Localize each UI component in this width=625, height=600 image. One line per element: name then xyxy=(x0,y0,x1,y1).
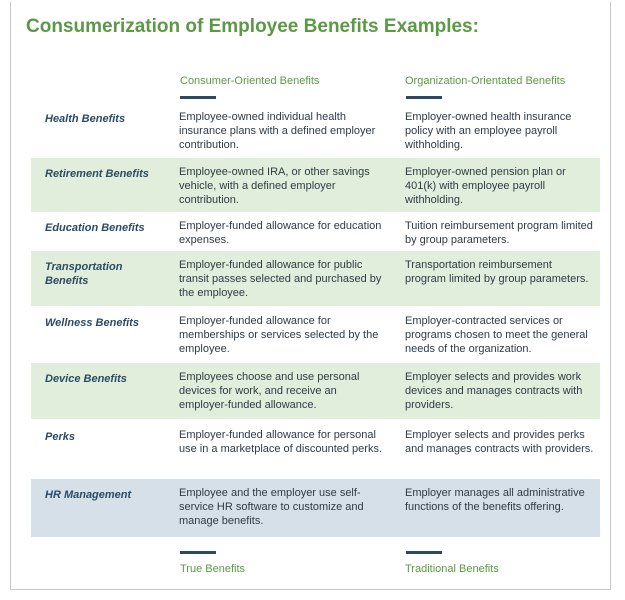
row-category: Device Benefits xyxy=(45,373,127,385)
row-category: Transportation Benefits xyxy=(45,261,123,287)
footer-label-consumer: True Benefits xyxy=(180,563,246,575)
consumer-benefit-cell: Employee-owned IRA, or other savings veh… xyxy=(179,166,370,206)
consumer-benefit-cell: Employer-funded allowance for education … xyxy=(179,220,382,246)
table-row: Perks Employer-funded allowance for pers… xyxy=(31,421,600,478)
table-row: Wellness Benefits Employer-funded allowa… xyxy=(31,307,600,362)
consumer-benefit-cell: Employer-funded allowance for membership… xyxy=(179,315,379,355)
column-header-organization: Organization-Orientated Benefits xyxy=(405,75,566,87)
table-row: Device Benefits Employees choose and use… xyxy=(31,363,600,419)
footer-organization-overline xyxy=(406,551,442,554)
row-category: Education Benefits xyxy=(45,222,145,234)
table-row: Retirement Benefits Employee-owned IRA, … xyxy=(31,158,600,212)
column-header-consumer-underline xyxy=(180,96,216,99)
row-category: Retirement Benefits xyxy=(45,168,149,180)
organization-benefit-cell: Employer-contracted services or programs… xyxy=(405,315,588,355)
table-row: Education Benefits Employer-funded allow… xyxy=(31,212,600,250)
row-category: HR Management xyxy=(45,489,132,501)
organization-benefit-cell: Employer selects and provides work devic… xyxy=(405,371,583,411)
table-row: HR Management Employee and the employer … xyxy=(31,479,600,537)
consumer-benefit-cell: Employer-funded allowance for personal u… xyxy=(179,429,383,455)
column-header-organization-underline xyxy=(406,96,442,99)
footer-label-organization: Traditional Benefits xyxy=(405,563,499,575)
consumer-benefit-cell: Employees choose and use personal device… xyxy=(179,371,360,411)
organization-benefit-cell: Employer selects and provides perks and … xyxy=(405,429,594,455)
organization-benefit-cell: Employer-owned pension plan or 401(k) wi… xyxy=(405,166,566,206)
consumer-benefit-cell: Employee-owned individual health insuran… xyxy=(179,111,376,151)
organization-benefit-cell: Employer-owned health insurance policy w… xyxy=(405,111,572,151)
consumer-benefit-cell: Employee and the employer use self-servi… xyxy=(179,487,364,527)
consumer-benefit-cell: Employer-funded allowance for public tra… xyxy=(179,259,382,299)
row-category: Health Benefits xyxy=(45,113,126,125)
table-row: Health Benefits Employee-owned individua… xyxy=(31,103,600,156)
organization-benefit-cell: Transportation reimbursement program lim… xyxy=(405,259,589,285)
document-title: Consumerization of Employee Benefits Exa… xyxy=(26,16,479,37)
row-category: Perks xyxy=(45,431,75,443)
table-row: Transportation Benefits Employer-funded … xyxy=(31,251,600,306)
organization-benefit-cell: Tuition reimbursement program limited by… xyxy=(405,220,593,246)
organization-benefit-cell: Employer manages all administrative func… xyxy=(405,487,585,513)
footer-consumer-overline xyxy=(180,551,216,554)
column-header-consumer: Consumer-Oriented Benefits xyxy=(180,75,320,87)
document-frame xyxy=(10,2,611,590)
row-category: Wellness Benefits xyxy=(45,317,139,329)
